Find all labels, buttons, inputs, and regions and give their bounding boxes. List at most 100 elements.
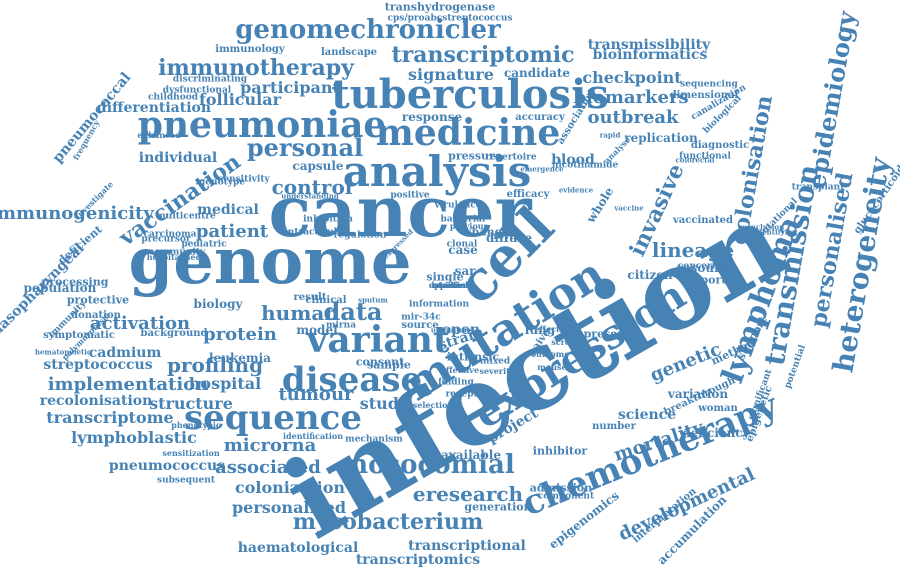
word-repertoire: repertoire: [485, 152, 537, 163]
word-emergence: emergence: [520, 164, 564, 174]
word-transmissibility: transmissibility: [587, 37, 711, 53]
word-deficiency: deficiency: [682, 426, 750, 440]
word-nosocomial: nosocomial: [349, 450, 515, 480]
word-hospital: hospital: [188, 374, 262, 393]
word-differentiation: differentiation: [96, 100, 212, 116]
word-biomarkers: biomarkers: [573, 87, 689, 108]
word-tuberculosis: tuberculosis: [331, 71, 609, 118]
word-epidemiology: epidemiology: [801, 8, 862, 191]
word-variation: variation: [667, 387, 729, 401]
word-carcinoma: carcinoma: [143, 229, 197, 240]
word-medicine: medicine: [375, 112, 561, 154]
word-pneumococcus: pneumococcus: [108, 458, 226, 474]
word-lung: lung: [524, 323, 556, 337]
word-selection: selection: [412, 400, 454, 410]
word-evidence: evidence: [558, 185, 594, 195]
word-finding: finding: [438, 377, 474, 388]
word-effect: effect: [534, 324, 560, 334]
word-recolonisation: recolonisation: [39, 393, 153, 409]
word-diagnostic: diagnostic: [690, 140, 750, 151]
word-mirna: mirna: [325, 320, 357, 331]
word-immunology: immunology: [215, 44, 285, 55]
word-previous: previous: [449, 221, 489, 231]
word-studies: studies: [433, 280, 467, 290]
word-sequence: sequence: [184, 398, 362, 438]
word-replication: replication: [624, 131, 698, 145]
word-multicentre: multicentre: [156, 211, 216, 222]
word-sample: sample: [367, 358, 411, 372]
word-protein: protein: [203, 324, 277, 345]
word-diffuse: diffuse: [486, 231, 532, 245]
word-understanding: understanding: [281, 191, 339, 201]
word-positive: positive: [390, 190, 430, 201]
word-reactive: reactive: [432, 280, 468, 290]
word-immunogenicity: immunogenicity: [0, 203, 154, 224]
word-inhibitor: inhibitor: [532, 444, 588, 458]
word-biology: biology: [193, 297, 243, 311]
word-phenotypic: phenotypic: [171, 420, 221, 430]
word-mouse: mouse: [537, 362, 567, 372]
word-capsule: capsule: [292, 159, 344, 173]
word-approach: approach: [429, 280, 471, 290]
word-mixed: mixed: [479, 356, 511, 367]
word-number: number: [592, 421, 636, 432]
word-personalized: personalized: [231, 498, 347, 517]
word-clonal: clonal: [446, 239, 478, 250]
word-vaccine: vaccine: [614, 203, 644, 213]
word-checkpoint: checkpoint: [582, 68, 682, 87]
word-processing: processing: [41, 275, 109, 289]
word-outbreak: outbreak: [587, 107, 679, 128]
word-vaccinated: vaccinated: [673, 215, 733, 226]
word-efficacy: efficacy: [506, 189, 550, 200]
word-participant: participant: [240, 78, 340, 97]
word-cps-proabcstreptococcus: cps/proabcstreptococcus: [387, 13, 513, 24]
word-ubiquitous: ubiquitous: [430, 325, 474, 335]
word-screen: screen: [551, 337, 581, 347]
word-pediatric: pediatric: [181, 239, 227, 250]
word-analysis: analysis: [342, 147, 532, 196]
word-rapid: rapid: [599, 130, 621, 140]
word-transhydrogenase: transhydrogenase: [384, 0, 496, 14]
word-change: change: [464, 225, 510, 239]
word-effective: effective: [440, 365, 480, 375]
word-result: result: [293, 292, 327, 303]
word-implementation: implementation: [47, 374, 209, 395]
word-cancer: cancer: [268, 170, 532, 253]
word-tumour: tumour: [278, 384, 354, 405]
word-streptococcus: streptococcus: [43, 357, 153, 373]
word-mir-34c: mir-34c: [401, 312, 441, 323]
word-colorectal: colorectal: [675, 155, 715, 165]
word-single: single: [426, 270, 464, 284]
word-activation: activation: [89, 313, 191, 334]
word-bioinformatics: bioinformatics: [592, 47, 708, 63]
word-transcriptomics: transcriptomics: [355, 552, 481, 568]
word-open: open: [441, 322, 481, 338]
word-blood: blood: [551, 152, 595, 168]
word-science: science: [617, 407, 677, 423]
word-eresearch: eresearch: [412, 482, 524, 506]
word-discriminating: discriminating: [172, 74, 248, 85]
word-human: human: [261, 301, 339, 325]
word-component: component: [537, 491, 595, 502]
word-genome: genome: [128, 224, 412, 299]
word-available: available: [441, 448, 501, 462]
word-mycobacterium: mycobacterium: [292, 509, 484, 535]
word-virulence: virulence: [434, 200, 482, 211]
word-intracellular: intracellular: [284, 227, 348, 238]
word-pneumoniae: pneumoniae: [137, 104, 387, 146]
word-candidate: candidate: [503, 66, 571, 80]
word-colonization: colonization: [234, 478, 346, 497]
word-control: control: [271, 175, 353, 199]
word-leukemia: leukemia: [209, 351, 271, 365]
word-accuracy: accuracy: [515, 112, 565, 123]
word-background: background: [140, 328, 208, 339]
word-genomechronicler: genomechronicler: [235, 15, 501, 45]
word-generation: generation: [464, 500, 532, 514]
word-immunotherapy: immunotherapy: [158, 55, 354, 81]
word-deficient: deficient: [55, 222, 105, 268]
word-information: information: [408, 299, 470, 310]
word-transcriptional: transcriptional: [408, 538, 526, 554]
word-haematological: haematological: [237, 540, 359, 556]
word-sensitivity: sensitivity: [218, 174, 270, 185]
